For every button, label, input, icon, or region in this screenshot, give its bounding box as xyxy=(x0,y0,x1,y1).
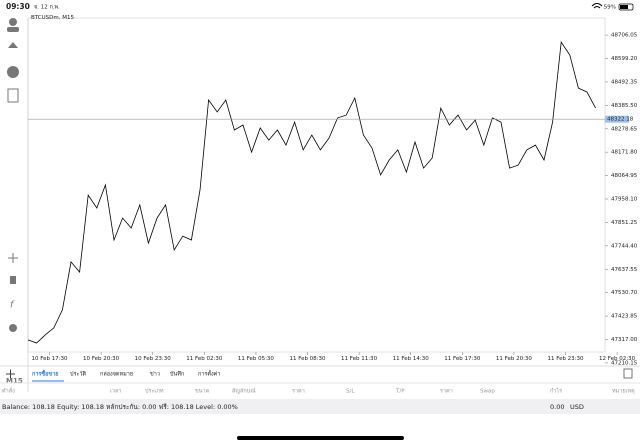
price-line xyxy=(27,40,596,344)
y-tick-label: 48385.50 xyxy=(611,103,638,109)
y-tick-label: 47958.10 xyxy=(611,197,638,203)
x-tick-label: 12 Feb 02:30 xyxy=(599,356,636,362)
tab[interactable]: การซื้อขาย xyxy=(32,369,58,378)
account-icon-body xyxy=(7,27,19,32)
x-tick-label: 11 Feb 11:30 xyxy=(341,356,378,362)
y-tick-label: 48278.65 xyxy=(611,126,638,132)
x-tick-label: 11 Feb 02:30 xyxy=(186,356,223,362)
status-time: 09:30 xyxy=(6,2,30,11)
status-date: จ. 12 ก.พ. xyxy=(34,5,60,11)
chart-title: BTCUSDm, M15 xyxy=(31,15,75,21)
tab-bar: การซื้อขาย ประวัติ กล่องจดหมาย ข่าว บันทึก กา… xyxy=(32,369,220,382)
account-icon[interactable] xyxy=(9,18,17,26)
y-tick-label: 48171.80 xyxy=(611,150,638,156)
wifi-icon xyxy=(591,3,603,9)
trade-icon[interactable] xyxy=(8,42,18,48)
column-header: T/P xyxy=(395,389,405,395)
battery-fill xyxy=(620,5,628,9)
add-button[interactable] xyxy=(6,369,15,379)
y-tick-label: 48492.35 xyxy=(611,79,638,85)
candle-icon[interactable] xyxy=(10,276,16,284)
x-tick-label: 10 Feb 23:30 xyxy=(135,356,172,362)
y-tick-label: 47530.70 xyxy=(611,290,638,296)
column-header: คำสั่ง xyxy=(2,387,15,395)
column-header: กำไร xyxy=(550,388,562,395)
x-tick-label: 11 Feb 20:30 xyxy=(496,356,533,362)
column-header: ราคา xyxy=(292,389,305,395)
x-tick-label: 10 Feb 20:30 xyxy=(83,356,120,362)
tab[interactable]: ข่าว xyxy=(150,372,160,378)
chart: 48706.05 48599.20 48492.35 48385.50 48278.65… xyxy=(27,33,638,366)
y-tick-label: 47210.15 xyxy=(611,360,638,366)
column-header: Swap xyxy=(480,389,495,395)
column-header: ขนาด xyxy=(195,389,210,395)
home-indicator xyxy=(237,436,404,440)
layout-icon[interactable] xyxy=(623,368,633,379)
column-header: สัญลักษณ์ xyxy=(232,388,255,395)
column-header: S/L xyxy=(346,389,355,395)
column-header: หมายเหตุ xyxy=(612,389,635,395)
current-price-box xyxy=(605,115,629,123)
y-tick-label: 48064.95 xyxy=(611,173,638,179)
tab[interactable]: ประวัติ xyxy=(70,371,86,378)
battery-icon xyxy=(618,3,634,11)
timeframe[interactable]: M15 xyxy=(6,377,23,385)
y-tick-label: 48599.20 xyxy=(611,56,638,62)
currency: USD xyxy=(570,403,584,411)
profit: 0.00 xyxy=(550,403,564,411)
new-order-icon[interactable] xyxy=(7,88,19,103)
x-tick-label: 11 Feb 08:30 xyxy=(289,356,326,362)
objects-icon[interactable] xyxy=(9,324,17,332)
tab[interactable]: บันทึก xyxy=(170,371,184,378)
column-header: ราคา xyxy=(440,389,453,395)
x-tick-label: 11 Feb 05:30 xyxy=(238,356,275,362)
x-tick-label: 11 Feb 23:30 xyxy=(547,356,584,362)
chart-frame xyxy=(27,17,606,353)
chat-icon[interactable] xyxy=(7,66,19,78)
table-header: คำสั่ง เวลา ประเภท ขนาด สัญลักษณ์ ราคา S/L T/P ร… xyxy=(2,387,635,395)
y-tick-label: 47744.40 xyxy=(611,243,638,249)
battery-level: 59% xyxy=(604,5,616,11)
y-tick-label: 47851.25 xyxy=(611,220,638,226)
column-header: ประเภท xyxy=(145,388,164,395)
crosshair-icon[interactable] xyxy=(8,253,18,263)
y-tick-label: 48706.05 xyxy=(611,33,638,39)
balance-row xyxy=(0,399,640,414)
function-icon[interactable]: f xyxy=(10,301,15,311)
y-tick-label: 47637.55 xyxy=(611,267,638,273)
y-tick-label: 47317.00 xyxy=(611,337,638,343)
column-header: เวลา xyxy=(110,389,121,395)
tab[interactable]: กล่องจดหมาย xyxy=(100,372,133,378)
x-tick-label: 10 Feb 17:30 xyxy=(31,356,68,362)
tab[interactable]: การตั้งค่า xyxy=(198,370,220,378)
sidebar-icons: f xyxy=(7,18,19,332)
x-tick-label: 11 Feb 17:30 xyxy=(444,356,481,362)
y-tick-label: 47423.85 xyxy=(611,314,638,320)
current-price-label: 48322.18 xyxy=(607,117,634,123)
x-tick-label: 11 Feb 14:30 xyxy=(393,356,430,362)
account-summary: Balance: 108.18 Equity: 108.18 หลักประกั… xyxy=(2,403,238,411)
